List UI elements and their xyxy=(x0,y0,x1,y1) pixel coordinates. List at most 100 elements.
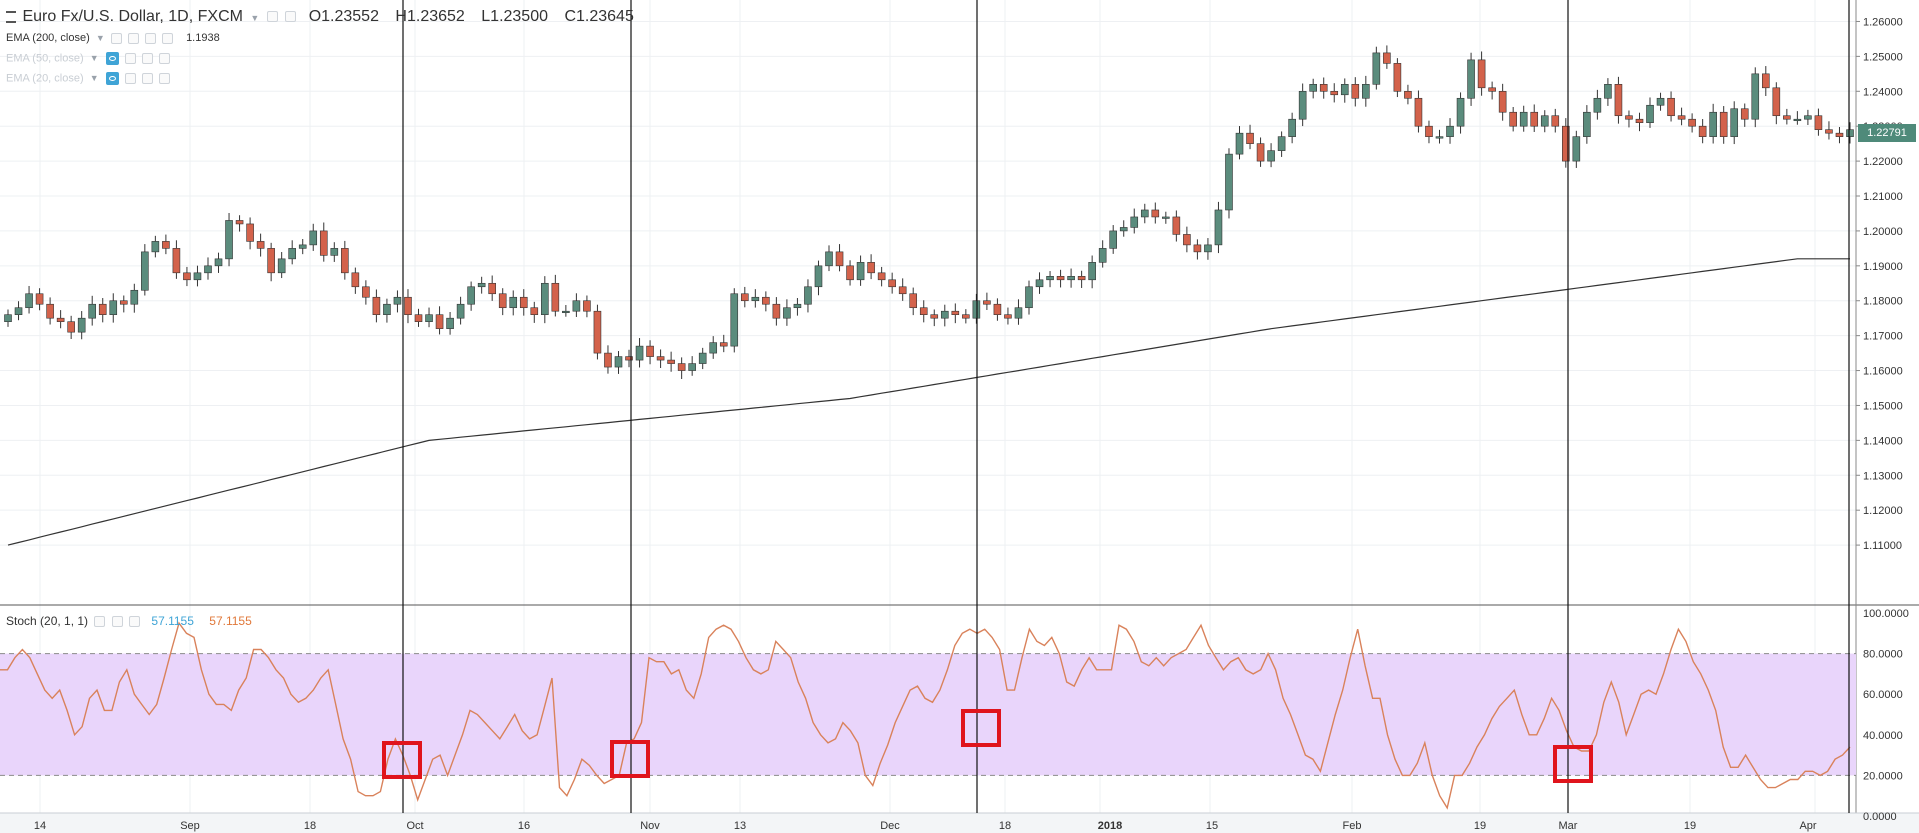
time-tick-label: 19 xyxy=(1474,820,1486,832)
candle-down xyxy=(877,272,886,281)
time-tick-label: 14 xyxy=(34,820,46,832)
candle-up xyxy=(688,363,696,371)
candle-down xyxy=(1498,90,1507,113)
close-icon[interactable] xyxy=(162,32,173,44)
ema50-label[interactable]: EMA (50, close) xyxy=(6,52,84,65)
candle-up xyxy=(309,230,318,246)
candle-up xyxy=(477,282,486,288)
candle-down xyxy=(1004,314,1012,319)
highlight-boxes-layer xyxy=(382,709,1593,783)
settings-icon[interactable] xyxy=(266,11,278,23)
lock-icon[interactable] xyxy=(141,73,153,84)
candle-up xyxy=(1119,227,1128,232)
candle-up xyxy=(393,296,402,305)
candle-up xyxy=(88,303,97,319)
candle-down xyxy=(162,241,170,249)
stoch-label[interactable]: Stoch (20, 1, 1) xyxy=(6,614,89,628)
price-tick-label: 1.21000 xyxy=(1863,191,1903,203)
candle-down xyxy=(1383,52,1391,64)
menu-icon[interactable] xyxy=(6,10,16,23)
chevron-down-icon[interactable]: ▼ xyxy=(89,53,99,64)
ema200-value: 1.1938 xyxy=(186,32,220,44)
candle-up xyxy=(1088,262,1096,281)
candle-down xyxy=(1761,73,1770,89)
candle-up xyxy=(1025,286,1033,309)
close-icon[interactable] xyxy=(158,53,170,64)
stoch-tick-label: 80.0000 xyxy=(1863,649,1903,661)
candle-down xyxy=(1351,84,1360,99)
settings-icon[interactable] xyxy=(127,32,139,44)
eye-icon[interactable] xyxy=(105,72,119,85)
candle-up xyxy=(1140,209,1149,218)
candle-up xyxy=(1109,230,1117,249)
stoch-legend: Stoch (20, 1, 1) 57.1155 57.1155 xyxy=(6,614,252,628)
candle-down xyxy=(1246,132,1254,144)
candle-down xyxy=(56,317,65,322)
candle-up xyxy=(130,289,139,305)
time-tick-label: 18 xyxy=(304,820,316,832)
settings-icon[interactable] xyxy=(111,616,123,628)
candle-up xyxy=(972,300,981,319)
candle-down xyxy=(1698,125,1707,137)
candle-up xyxy=(1751,73,1760,120)
close-icon[interactable] xyxy=(129,616,141,628)
time-tick-label: Apr xyxy=(1799,820,1816,832)
candle-up xyxy=(383,303,391,315)
candle-down xyxy=(740,293,749,302)
ema200-label[interactable]: EMA (200, close) xyxy=(6,32,90,44)
lock-icon[interactable] xyxy=(141,53,153,64)
candle-down xyxy=(1772,87,1781,117)
price-tick-label: 1.25000 xyxy=(1863,51,1903,63)
candle-up xyxy=(940,310,949,319)
candle-up xyxy=(77,317,86,333)
price-tick-label: 1.26000 xyxy=(1863,16,1903,28)
candle-down xyxy=(35,293,44,305)
candle-up xyxy=(425,314,433,322)
symbol-title[interactable]: Euro Fx/U.S. Dollar, 1D, FXCM xyxy=(22,8,243,25)
candle-up xyxy=(151,241,160,253)
price-tick-label: 1.24000 xyxy=(1863,86,1903,98)
candle-down xyxy=(98,303,107,315)
candle-down xyxy=(656,356,665,361)
candle-down xyxy=(1319,84,1328,92)
eye-icon[interactable] xyxy=(110,32,122,44)
price-tick-label: 1.13000 xyxy=(1863,470,1903,482)
close-icon[interactable] xyxy=(158,73,170,84)
candle-down xyxy=(983,300,991,305)
chevron-down-icon[interactable]: ▼ xyxy=(250,13,260,23)
candle-down xyxy=(1477,59,1486,89)
lock-icon[interactable] xyxy=(144,32,156,44)
price-tick-label: 1.15000 xyxy=(1863,400,1903,412)
candle-down xyxy=(256,241,265,249)
settings-icon[interactable] xyxy=(124,53,136,64)
candle-up xyxy=(1225,153,1233,211)
eye-icon[interactable] xyxy=(94,616,106,628)
candle-up xyxy=(1214,209,1223,246)
time-tick-label: Dec xyxy=(880,820,900,832)
candle-up xyxy=(456,303,465,319)
price-tick-label: 1.18000 xyxy=(1863,296,1903,308)
time-tick-label: 13 xyxy=(734,820,746,832)
candle-down xyxy=(1740,108,1749,120)
ema20-label[interactable]: EMA (20, close) xyxy=(6,72,84,85)
chevron-down-icon[interactable]: ▼ xyxy=(95,33,105,43)
candle-down xyxy=(519,296,528,309)
eye-icon[interactable] xyxy=(105,52,119,65)
price-tick-label: 1.12000 xyxy=(1863,505,1903,517)
hide-icon[interactable] xyxy=(285,11,297,23)
chevron-down-icon[interactable]: ▼ xyxy=(89,73,99,84)
candle-down xyxy=(1614,84,1623,117)
candle-down xyxy=(1635,118,1644,124)
settings-icon[interactable] xyxy=(124,73,136,84)
candle-up xyxy=(1793,118,1802,122)
candle-up xyxy=(1583,111,1591,137)
candle-down xyxy=(341,248,349,274)
candle-down xyxy=(835,251,844,267)
candle-down xyxy=(351,272,360,288)
candle-down xyxy=(930,314,939,319)
time-tick-label: Nov xyxy=(640,820,660,832)
candle-up xyxy=(204,265,212,274)
candle-up xyxy=(1656,97,1665,106)
candle-down xyxy=(1077,276,1086,281)
